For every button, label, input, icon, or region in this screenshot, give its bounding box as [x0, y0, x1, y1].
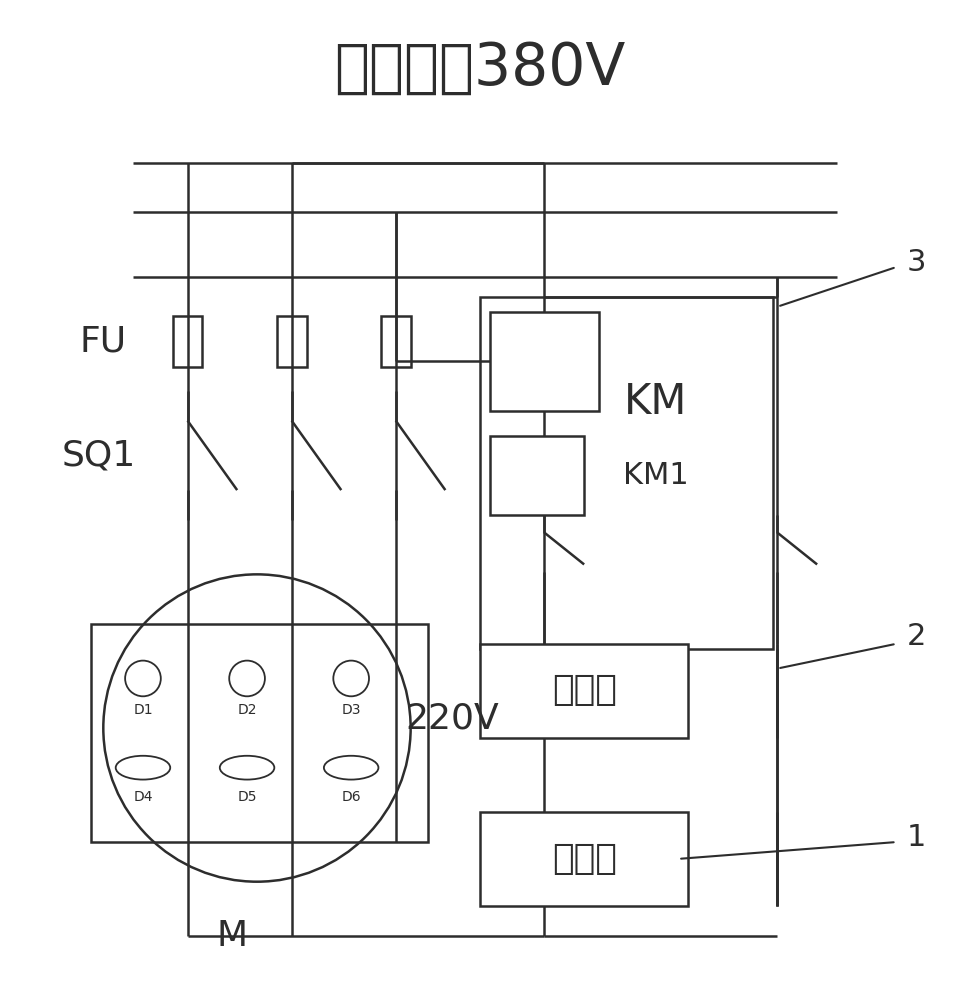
Text: D2: D2 — [237, 703, 256, 717]
Bar — [490, 312, 599, 411]
Text: SQ1: SQ1 — [61, 438, 136, 472]
Text: D1: D1 — [133, 703, 152, 717]
Bar — [490, 436, 585, 515]
Text: 1: 1 — [907, 823, 926, 852]
Text: FU: FU — [80, 324, 127, 358]
Bar — [480, 644, 688, 738]
Bar — [91, 624, 428, 842]
Bar — [480, 297, 773, 649]
Text: M: M — [217, 919, 248, 953]
Bar — [381, 316, 411, 367]
Circle shape — [333, 661, 369, 696]
Bar — [173, 316, 202, 367]
Text: KM: KM — [623, 381, 687, 423]
Bar — [277, 316, 307, 367]
Text: 220V: 220V — [406, 701, 499, 735]
Text: D5: D5 — [237, 790, 256, 804]
Circle shape — [103, 574, 411, 882]
Circle shape — [229, 661, 265, 696]
Ellipse shape — [116, 756, 170, 780]
Circle shape — [125, 661, 161, 696]
Ellipse shape — [324, 756, 379, 780]
Text: KM1: KM1 — [622, 461, 688, 490]
Text: 制动器: 制动器 — [552, 842, 617, 876]
Text: D3: D3 — [342, 703, 361, 717]
Text: 3: 3 — [907, 248, 926, 277]
Bar — [480, 812, 688, 906]
Text: D6: D6 — [342, 790, 361, 804]
Text: 三相电源380V: 三相电源380V — [334, 40, 625, 97]
Text: 整流器: 整流器 — [552, 673, 617, 707]
Text: 2: 2 — [907, 622, 926, 651]
Text: D4: D4 — [133, 790, 152, 804]
Ellipse shape — [219, 756, 275, 780]
